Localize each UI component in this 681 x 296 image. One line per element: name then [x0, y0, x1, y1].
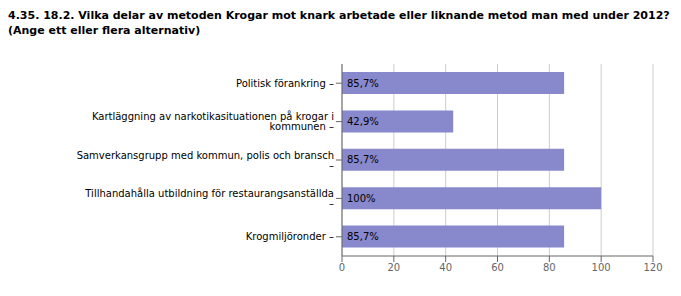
svg-text:40: 40: [439, 262, 452, 273]
svg-text:100: 100: [592, 262, 611, 273]
svg-text:85,7%: 85,7%: [347, 154, 379, 165]
svg-text:100%: 100%: [347, 193, 376, 204]
svg-text:20: 20: [387, 262, 400, 273]
svg-text:85,7%: 85,7%: [347, 78, 379, 89]
svg-text:Kartläggning av narkotikasitua: Kartläggning av narkotikasituationen på …: [92, 110, 334, 132]
svg-text:Politisk förankring –: Politisk förankring –: [236, 78, 334, 89]
svg-text:80: 80: [543, 262, 556, 273]
svg-text:0: 0: [339, 262, 345, 273]
svg-text:Tillhandahålla utbildning för: Tillhandahålla utbildning för restaurang…: [84, 187, 334, 209]
svg-text:60: 60: [491, 262, 504, 273]
html-text:(Ange ett eller flera alternat: (Ange ett eller flera alternativ): [8, 24, 201, 37]
svg-text:Samverkansgrupp med kommun, po: Samverkansgrupp med kommun, polis och br…: [77, 150, 334, 171]
svg-text:Krogmiljöronder –: Krogmiljöronder –: [246, 231, 334, 242]
svg-text:85,7%: 85,7%: [347, 231, 379, 242]
html-text:4.35. 18.2. Vilka delar av met: 4.35. 18.2. Vilka delar av metoden Kroga…: [8, 9, 670, 22]
svg-text:42,9%: 42,9%: [347, 116, 379, 127]
svg-text:120: 120: [643, 262, 662, 273]
